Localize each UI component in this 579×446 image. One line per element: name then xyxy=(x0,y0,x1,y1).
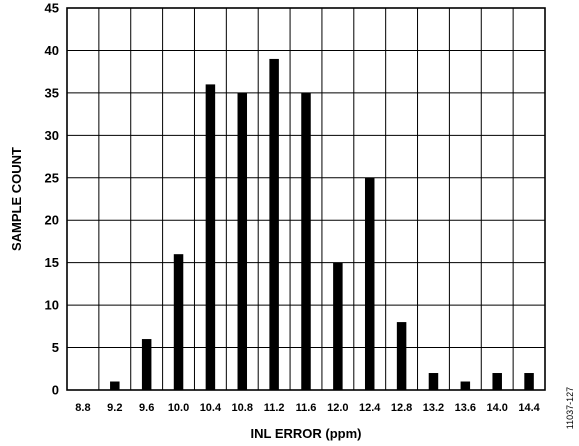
bar xyxy=(492,373,502,390)
x-tick-label: 12.0 xyxy=(327,402,348,414)
bar xyxy=(428,373,439,390)
bar xyxy=(269,58,279,390)
y-tick-label: 15 xyxy=(45,255,59,270)
x-tick-label: 9.6 xyxy=(139,402,154,414)
bar xyxy=(301,92,311,390)
x-axis-label: INL ERROR (ppm) xyxy=(251,426,362,441)
x-tick-label: 10.4 xyxy=(200,402,222,414)
y-tick-labels: 0 5 10 15 20 25 30 35 40 45 xyxy=(45,1,59,398)
x-tick-label: 10.8 xyxy=(232,402,253,414)
bar xyxy=(524,373,534,390)
x-tick-label: 11.6 xyxy=(296,402,317,414)
y-tick-label: 40 xyxy=(45,43,59,58)
x-tick-label: 14.0 xyxy=(486,402,507,414)
x-tick-label: 11.2 xyxy=(264,402,285,414)
x-tick-label: 12.8 xyxy=(391,402,412,414)
bar xyxy=(364,177,375,390)
bars xyxy=(110,58,534,391)
bar xyxy=(173,254,184,390)
x-tick-label: 14.4 xyxy=(518,402,540,414)
bar xyxy=(110,381,120,390)
y-tick-label: 5 xyxy=(52,340,59,355)
bar xyxy=(396,322,407,390)
x-tick-label: 10.0 xyxy=(168,402,189,414)
y-tick-label: 20 xyxy=(45,213,59,228)
y-tick-label: 25 xyxy=(45,170,59,185)
x-tick-label: 8.8 xyxy=(75,402,90,414)
bar xyxy=(237,92,248,390)
y-tick-label: 45 xyxy=(45,1,59,16)
x-tick-label: 12.4 xyxy=(359,402,381,414)
bar xyxy=(333,262,343,390)
x-tick-label: 13.2 xyxy=(423,402,444,414)
y-tick-label: 0 xyxy=(52,383,59,398)
bar xyxy=(141,339,152,390)
y-axis-label: SAMPLE COUNT xyxy=(9,147,24,251)
bar xyxy=(205,84,216,391)
plot-frame xyxy=(66,7,546,391)
x-tick-labels: 8.8 9.2 9.6 10.0 10.4 10.8 11.2 11.6 12.0 12.4 12.… xyxy=(75,402,540,414)
bar xyxy=(460,381,471,390)
x-tick-label: 13.6 xyxy=(455,402,476,414)
x-tick-label: 9.2 xyxy=(107,402,122,414)
y-tick-label: 30 xyxy=(45,128,59,143)
y-tick-label: 35 xyxy=(45,85,59,100)
y-tick-label: 10 xyxy=(45,298,59,313)
figure-id: 11037-127 xyxy=(565,387,575,429)
